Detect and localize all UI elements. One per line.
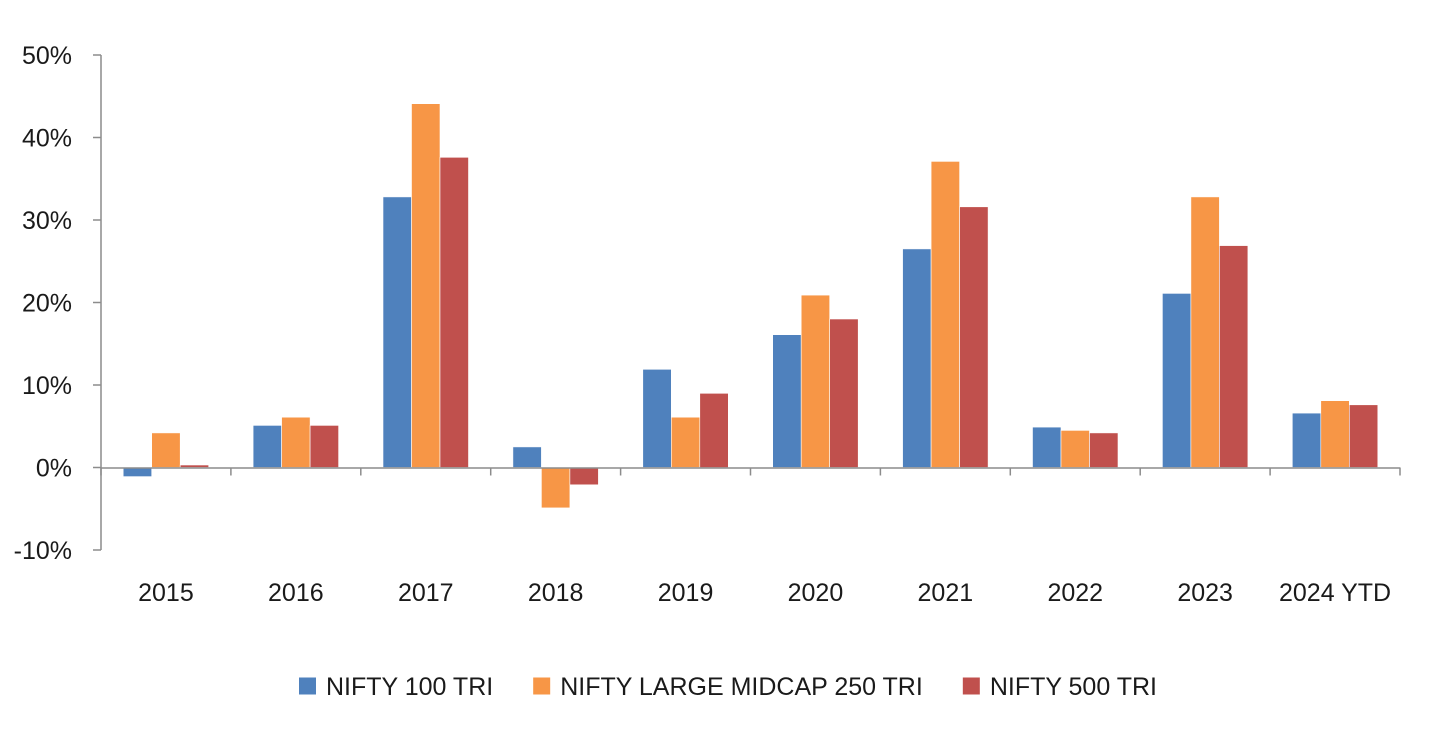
bar-nifty-large-midcap-250-tri-2016 <box>281 416 311 468</box>
bar-nifty-100-tri-2016 <box>252 425 282 468</box>
y-tick-label: 10% <box>22 372 72 400</box>
bar-nifty-large-midcap-250-tri-2021 <box>930 161 960 468</box>
bar-nifty-large-midcap-250-tri-2019 <box>670 416 701 468</box>
bar-nifty-100-tri-2021 <box>902 248 932 468</box>
bar-nifty-500-tri-2019 <box>699 392 729 468</box>
bar-nifty-large-midcap-250-tri-2018 <box>541 467 571 509</box>
bar-nifty-500-tri-2017 <box>439 157 469 468</box>
bar-series-group <box>122 103 1379 509</box>
bar-nifty-large-midcap-250-tri-2017 <box>411 103 441 468</box>
x-tick-label: 2021 <box>918 579 974 607</box>
bar-nifty-500-tri-2016 <box>309 425 339 468</box>
bar-nifty-500-tri-2020 <box>829 318 859 468</box>
bar-nifty-500-tri-2023 <box>1219 245 1249 468</box>
x-tick-label: 2022 <box>1047 579 1103 607</box>
y-axis-ticks: -10% 0% 10% 20% 30% 40% 50% <box>14 42 101 565</box>
x-tick-label: 2017 <box>398 579 454 607</box>
legend-swatch <box>299 677 316 695</box>
x-tick-label: 2018 <box>528 579 584 607</box>
x-axis-ticks: 2015 2016 2017 2018 2019 2020 2021 2022 2023 2024… <box>100 467 1401 607</box>
y-tick-label: 30% <box>22 207 72 235</box>
bar-nifty-100-tri-2023 <box>1162 293 1192 468</box>
bar-nifty-100-tri-2020 <box>772 334 802 468</box>
bar-nifty-500-tri-2022 <box>1089 432 1119 468</box>
x-tick-label: 2020 <box>788 579 844 607</box>
legend-label: NIFTY 100 TRI <box>326 673 493 701</box>
bar-nifty-500-tri-2015 <box>179 464 209 468</box>
bar-nifty-large-midcap-250-tri-2020 <box>800 294 831 468</box>
x-tick-label: 2015 <box>138 579 194 607</box>
bar-nifty-large-midcap-250-tri-2022 <box>1060 430 1090 468</box>
bar-nifty-100-tri-2024-ytd <box>1292 412 1322 468</box>
bar-nifty-500-tri-2021 <box>959 206 989 468</box>
bar-nifty-500-tri-2024-ytd <box>1349 404 1379 468</box>
x-tick-label: 2023 <box>1177 579 1233 607</box>
x-tick-label: 2019 <box>658 579 714 607</box>
y-tick-label: -10% <box>14 537 72 565</box>
bar-nifty-large-midcap-250-tri-2015 <box>151 432 181 468</box>
y-tick-label: 40% <box>22 125 72 153</box>
legend-swatch <box>533 677 551 695</box>
bar-nifty-100-tri-2018 <box>512 446 542 468</box>
bar-nifty-500-tri-2018 <box>569 467 599 486</box>
legend-label: NIFTY 500 TRI <box>990 673 1157 701</box>
legend-swatch <box>962 677 980 695</box>
x-tick-label: 2016 <box>268 579 324 607</box>
bar-nifty-large-midcap-250-tri-2023 <box>1190 196 1220 468</box>
legend-label: NIFTY LARGE MIDCAP 250 TRI <box>560 673 923 701</box>
y-tick-label: 0% <box>36 455 72 483</box>
x-tick-label: 2024 YTD <box>1279 579 1391 607</box>
y-tick-label: 20% <box>22 290 72 318</box>
legend: NIFTY 100 TRI NIFTY LARGE MIDCAP 250 TRI N… <box>299 673 1157 701</box>
bar-nifty-large-midcap-250-tri-2024-ytd <box>1320 400 1350 468</box>
bar-nifty-100-tri-2019 <box>642 368 672 468</box>
bar-nifty-100-tri-2022 <box>1032 426 1062 468</box>
bar-nifty-100-tri-2017 <box>382 196 412 468</box>
y-tick-label: 50% <box>22 42 72 70</box>
bar-nifty-100-tri-2015 <box>122 467 152 477</box>
